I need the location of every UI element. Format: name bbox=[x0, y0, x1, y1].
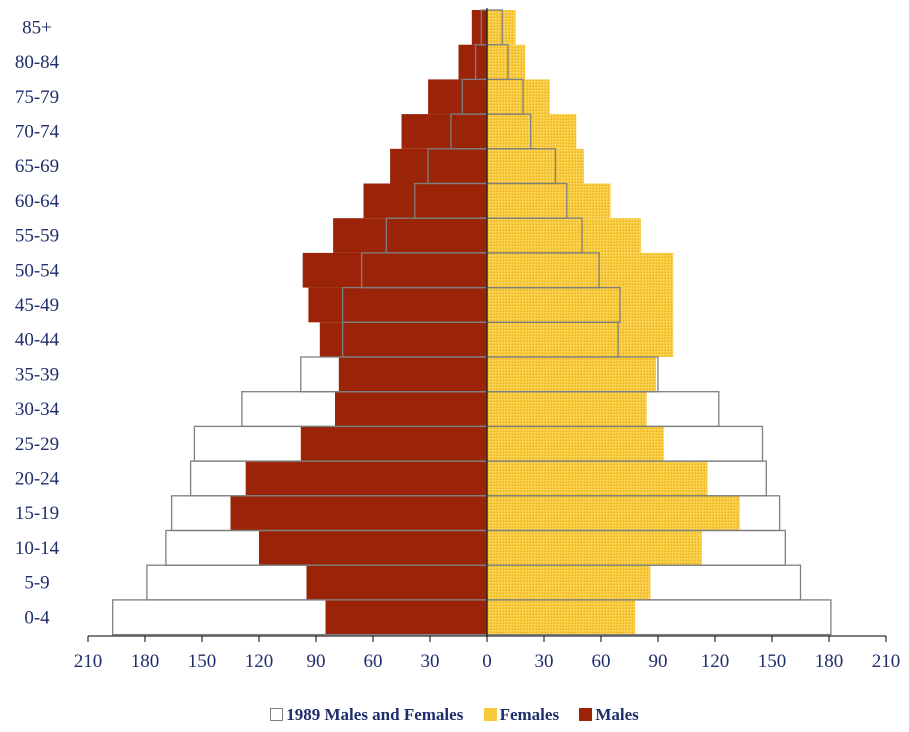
x-tick-label: 150 bbox=[188, 651, 217, 672]
y-tick-label-15-19: 15-19 bbox=[15, 503, 59, 524]
bar-male-0-4 bbox=[325, 599, 487, 635]
bar-male-25-29 bbox=[300, 426, 487, 462]
bar-female-55-59 bbox=[487, 218, 641, 253]
y-tick-label-25-29: 25-29 bbox=[15, 434, 59, 455]
bar-female-60-64 bbox=[487, 183, 611, 219]
legend-item-males: Males bbox=[579, 705, 639, 725]
y-tick-label-85+: 85+ bbox=[22, 17, 52, 38]
males-series bbox=[230, 10, 487, 635]
y-tick-label-5-9: 5-9 bbox=[24, 573, 49, 594]
bar-male-10-14 bbox=[259, 530, 487, 566]
legend-label-females: Females bbox=[499, 705, 560, 724]
y-tick-label-55-59: 55-59 bbox=[15, 226, 59, 247]
y-tick-label-20-24: 20-24 bbox=[15, 468, 60, 489]
bar-female-10-14 bbox=[487, 530, 702, 566]
bar-female-0-4 bbox=[487, 599, 636, 635]
y-tick-label-0-4: 0-4 bbox=[24, 607, 50, 628]
y-tick-label-50-54: 50-54 bbox=[15, 260, 60, 281]
bar-female-65-69 bbox=[487, 148, 584, 184]
legend-swatch-1989 bbox=[270, 708, 284, 721]
x-tick-label: 210 bbox=[872, 651, 901, 672]
bar-male-60-64 bbox=[363, 183, 487, 219]
legend-label-males: Males bbox=[595, 705, 639, 724]
axes: 210 180 150 120 90 60 30 0 30 60 90 120 150 180 210 0-4… bbox=[15, 8, 900, 672]
x-tick-label: 30 bbox=[421, 651, 440, 672]
bar-male-65-69 bbox=[390, 148, 487, 184]
bar-female-80-84 bbox=[487, 44, 525, 80]
x-tick-label: 180 bbox=[131, 651, 160, 672]
bar-female-85+ bbox=[487, 10, 516, 45]
bar-male-75-79 bbox=[428, 79, 487, 115]
x-tick-label: 180 bbox=[815, 651, 844, 672]
y-tick-label-40-44: 40-44 bbox=[15, 330, 60, 351]
bar-female-50-54 bbox=[487, 252, 674, 288]
y-tick-label-75-79: 75-79 bbox=[15, 87, 59, 108]
legend-swatch-males bbox=[579, 708, 593, 721]
females-series bbox=[487, 10, 740, 635]
bar-male-15-19 bbox=[230, 495, 487, 531]
bar-female-75-79 bbox=[487, 79, 550, 115]
y-tick-label-65-69: 65-69 bbox=[15, 156, 59, 177]
y-tick-label-10-14: 10-14 bbox=[15, 538, 60, 559]
legend: 1989 Males and Females Females Males bbox=[0, 705, 909, 725]
bar-male-50-54 bbox=[302, 252, 487, 288]
x-tick-label: 60 bbox=[364, 651, 383, 672]
population-pyramid-chart: 210 180 150 120 90 60 30 0 30 60 90 120 150 180 210 0-4… bbox=[15, 8, 900, 672]
bar-female-70-74 bbox=[487, 114, 577, 149]
bar-male-45-49 bbox=[308, 287, 487, 323]
bar-female-5-9 bbox=[487, 565, 651, 600]
bar-male-30-34 bbox=[335, 391, 487, 427]
bar-female-30-34 bbox=[487, 391, 647, 427]
bar-male-40-44 bbox=[319, 322, 487, 357]
bar-female-20-24 bbox=[487, 461, 708, 496]
legend-swatch-females bbox=[483, 708, 497, 721]
x-tick-label: 210 bbox=[74, 651, 103, 672]
y-tick-label-35-39: 35-39 bbox=[15, 364, 59, 385]
bar-male-55-59 bbox=[333, 218, 487, 253]
legend-item-1989: 1989 Males and Females bbox=[270, 705, 463, 725]
y-tick-label-70-74: 70-74 bbox=[15, 121, 60, 142]
bar-female-15-19 bbox=[487, 495, 740, 531]
bar-male-80-84 bbox=[458, 44, 487, 80]
bar-male-35-39 bbox=[338, 357, 487, 392]
bar-male-20-24 bbox=[245, 461, 487, 496]
x-tick-label: 90 bbox=[649, 651, 668, 672]
y-tick-label-30-34: 30-34 bbox=[15, 399, 60, 420]
bar-female-40-44 bbox=[487, 322, 674, 357]
y-tick-label-60-64: 60-64 bbox=[15, 191, 60, 212]
bar-male-85+ bbox=[471, 10, 487, 45]
legend-item-females: Females bbox=[483, 705, 560, 725]
y-tick-label-80-84: 80-84 bbox=[15, 52, 60, 73]
x-tick-label: 30 bbox=[535, 651, 554, 672]
bar-male-70-74 bbox=[401, 114, 487, 149]
bar-male-5-9 bbox=[306, 565, 487, 600]
x-tick-label: 150 bbox=[758, 651, 787, 672]
x-tick-label: 0 bbox=[482, 651, 492, 672]
legend-label-1989: 1989 Males and Females bbox=[286, 705, 464, 724]
bar-female-25-29 bbox=[487, 426, 664, 462]
x-tick-label: 60 bbox=[592, 651, 611, 672]
bar-female-45-49 bbox=[487, 287, 674, 323]
x-tick-label: 120 bbox=[245, 651, 274, 672]
y-tick-label-45-49: 45-49 bbox=[15, 295, 59, 316]
x-tick-label: 90 bbox=[307, 651, 326, 672]
x-tick-label: 120 bbox=[701, 651, 730, 672]
bar-female-35-39 bbox=[487, 357, 657, 392]
